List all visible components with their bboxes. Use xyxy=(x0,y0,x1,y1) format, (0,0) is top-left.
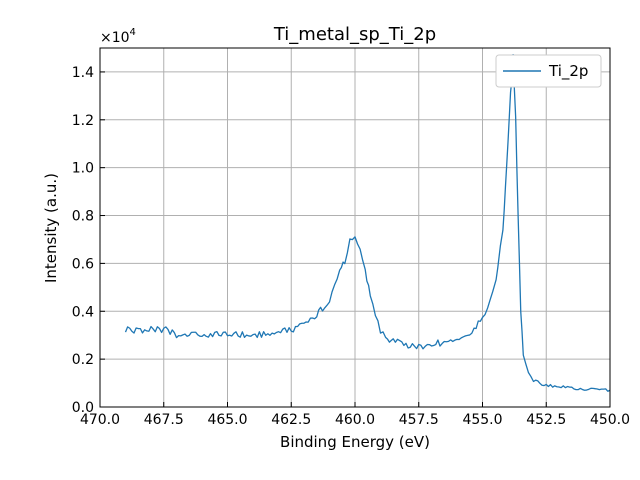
x-tick-label: 465.0 xyxy=(207,412,247,428)
ticks: 470.0 467.5 465.0 462.5 460.0 457.5 455.0 452.5… xyxy=(72,65,630,428)
y-tick-label: 0.8 xyxy=(72,209,94,225)
y-tick-label: 1.4 xyxy=(72,65,94,81)
y-tick-label: 0.6 xyxy=(72,256,94,272)
x-tick-label: 452.5 xyxy=(526,412,566,428)
legend: Ti_2p xyxy=(495,54,602,88)
series-layer xyxy=(124,53,611,392)
y-tick-label: 0.0 xyxy=(72,400,94,416)
series-line xyxy=(124,53,611,392)
x-tick-label: 462.5 xyxy=(271,412,311,428)
x-tick-label: 470.0 xyxy=(80,412,120,428)
x-tick-label: 460.0 xyxy=(335,412,375,428)
y-scale-exponent: 4 xyxy=(130,27,136,38)
y-scale-base: ×10 xyxy=(100,30,130,46)
legend-box xyxy=(495,54,602,88)
x-tick-label: 467.5 xyxy=(144,412,184,428)
x-tick-label: 455.0 xyxy=(462,412,502,428)
legend-label: Ti_2p xyxy=(548,62,588,81)
y-tick-label: 0.2 xyxy=(72,352,94,368)
plot-frame xyxy=(99,47,611,408)
y-tick-label: 1.2 xyxy=(72,113,94,129)
chart-title: Ti_metal_sp_Ti_2p xyxy=(273,24,436,45)
y-tick-label: 1.0 xyxy=(72,161,94,177)
x-tick-label: 450.0 xyxy=(590,412,630,428)
y-tick-label: 0.4 xyxy=(72,304,94,320)
x-axis-label: Binding Energy (eV) xyxy=(280,433,430,451)
y-scale-multiplier: ×104 xyxy=(100,27,136,46)
y-axis-label: Intensity (a.u.) xyxy=(42,173,60,283)
x-tick-label: 457.5 xyxy=(399,412,439,428)
